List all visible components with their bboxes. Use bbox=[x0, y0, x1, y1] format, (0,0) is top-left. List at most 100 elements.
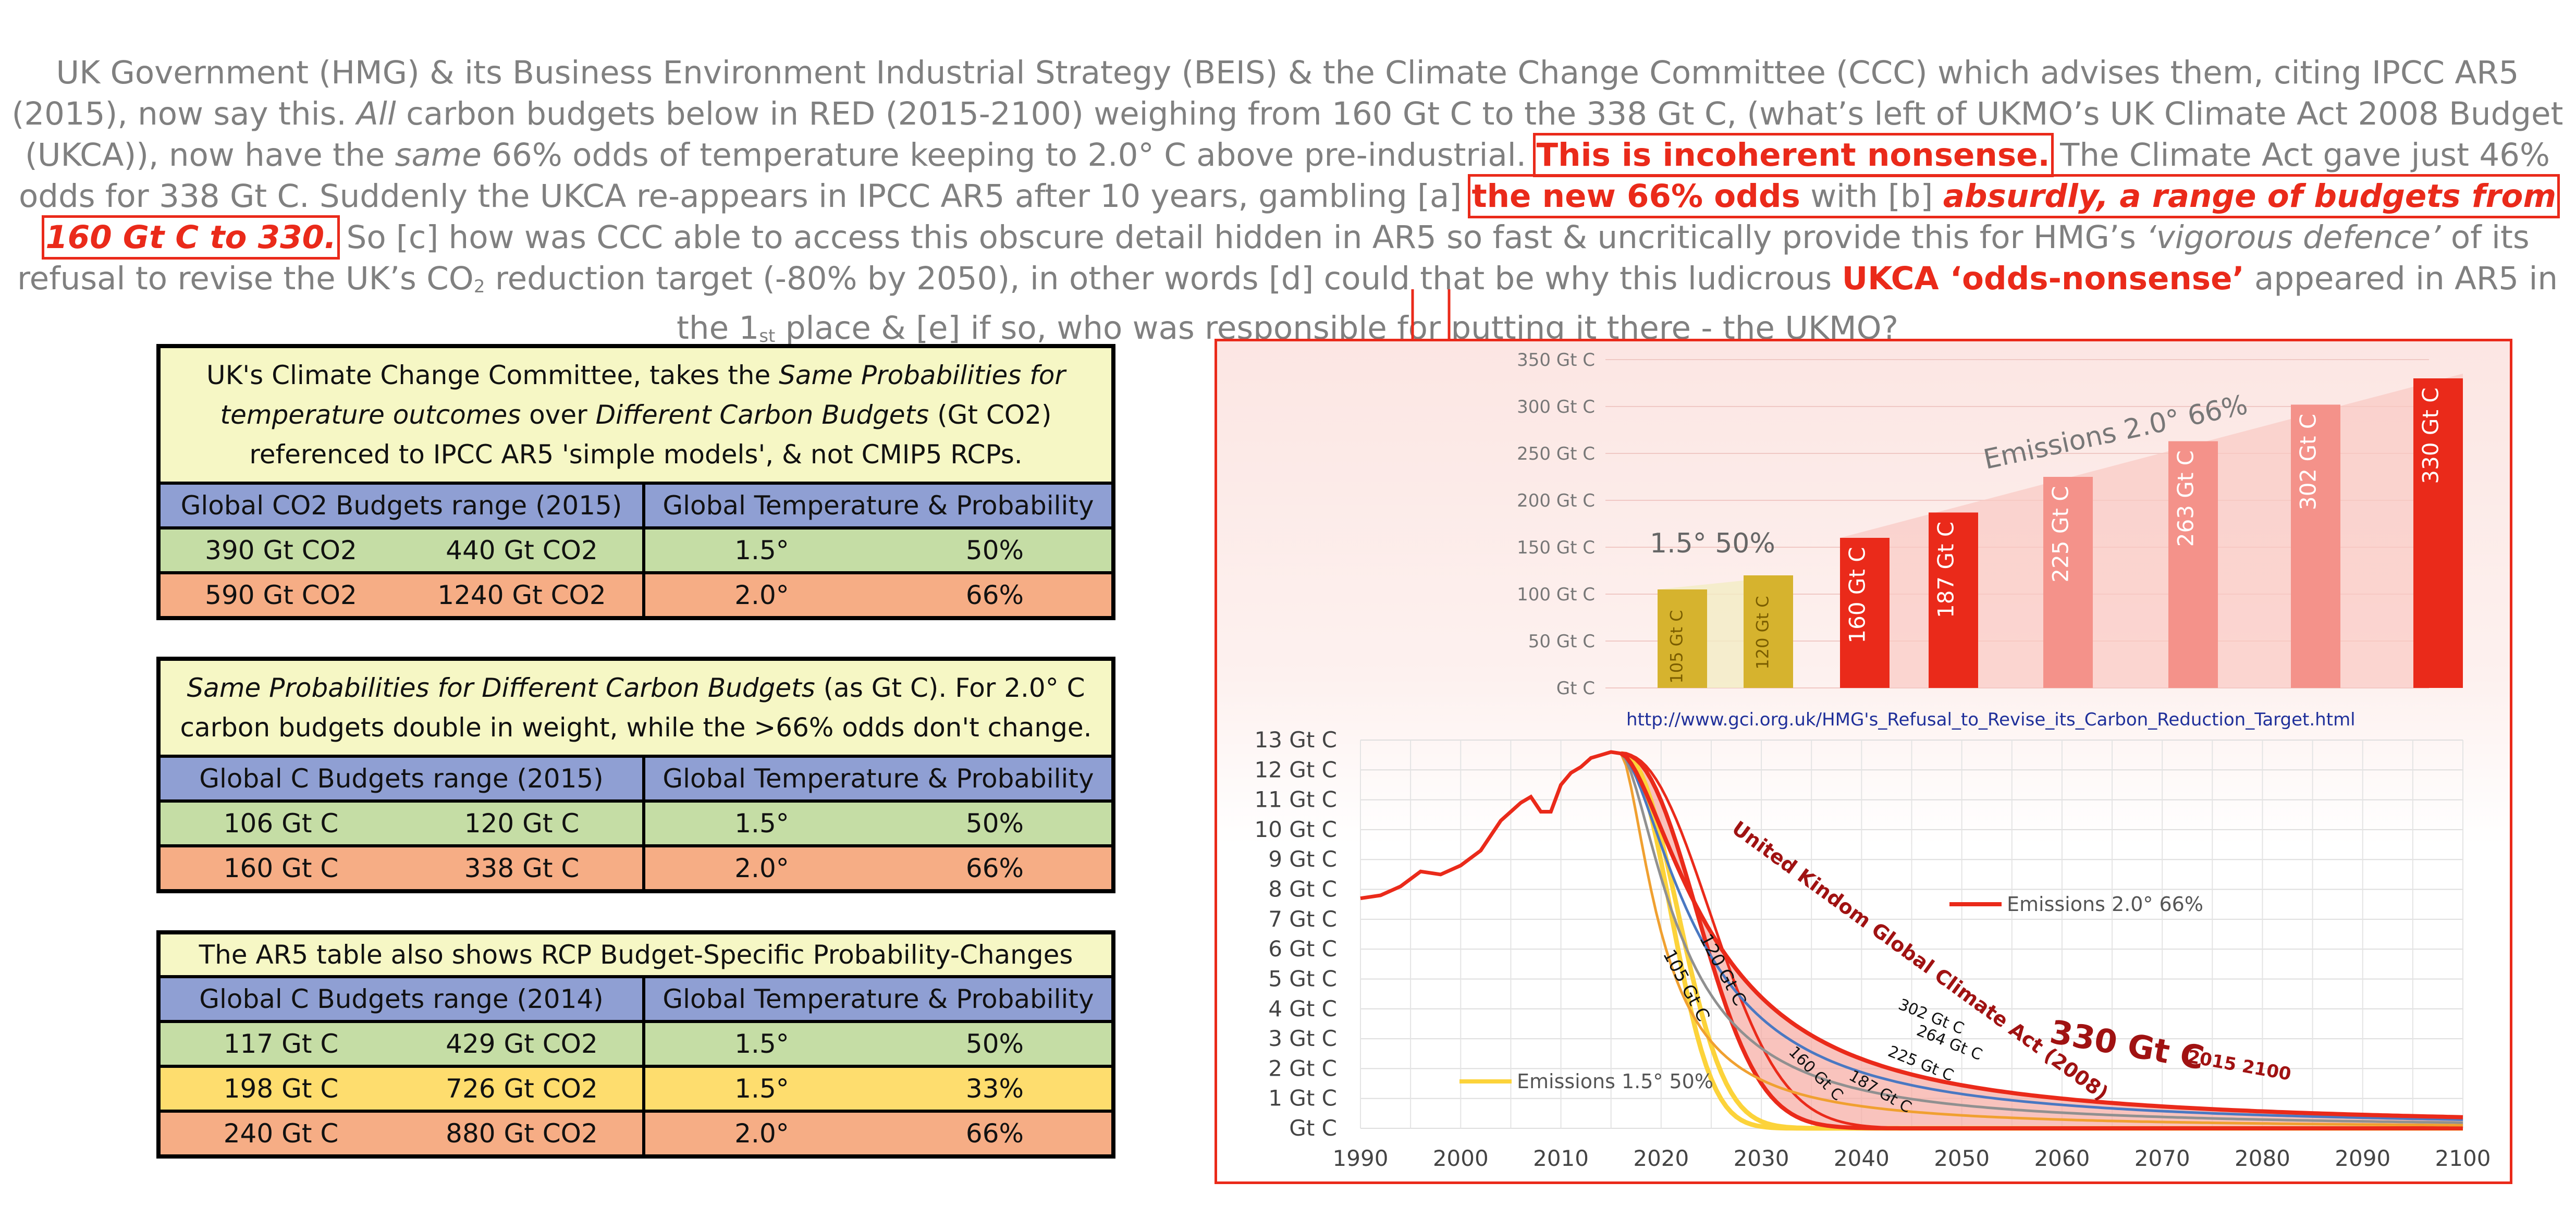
line-x-tick-label: 2100 bbox=[2435, 1146, 2491, 1171]
line-x-tick-label: 2030 bbox=[1734, 1146, 1789, 1171]
table2-caption: Same Probabilities for Different Carbon … bbox=[161, 661, 1111, 758]
table-cell: 2.0° bbox=[734, 853, 789, 883]
bar-value-label: 160 Gt C bbox=[1845, 547, 1870, 643]
table3-header-budgets: Global C Budgets range (2014) bbox=[161, 978, 645, 1020]
table2-cap-a: Same Probabilities for Different Carbon … bbox=[187, 673, 815, 703]
table-row: 390 Gt CO2 440 Gt CO2 1.5° 50% bbox=[161, 530, 1111, 574]
budget-bar-chart: 350 Gt C 300 Gt C 250 Gt C 200 Gt C 150 Gt C… bbox=[1517, 350, 2463, 730]
bar-y-tick-label: Gt C bbox=[1556, 678, 1595, 699]
table-cell: 198 Gt C bbox=[223, 1074, 339, 1104]
bar bbox=[1929, 512, 1978, 688]
table-cell: 1.5° bbox=[734, 808, 789, 839]
line-x-tick-label: 2060 bbox=[2034, 1146, 2090, 1171]
line-y-tick-label: 5 Gt C bbox=[1268, 966, 1337, 991]
table-cell: 1.5° bbox=[734, 1074, 789, 1104]
co2-subscript: 2 bbox=[473, 276, 485, 297]
bar-y-tick-label: 200 Gt C bbox=[1517, 490, 1595, 511]
bar-annotation-low: 1.5° 50% bbox=[1650, 528, 1775, 559]
line-x-tick-label: 2010 bbox=[1533, 1146, 1589, 1171]
table2-cap-b: (as Gt C). For 2.0° C carbon budgets dou… bbox=[180, 673, 1092, 743]
bar-value-label: 263 Gt C bbox=[2173, 450, 2199, 547]
table-cell: 440 Gt CO2 bbox=[446, 535, 598, 565]
table-cell: 726 Gt CO2 bbox=[446, 1074, 598, 1104]
table3-header-temperature: Global Temperature & Probability bbox=[663, 984, 1094, 1014]
table-row: 198 Gt C 726 Gt CO2 1.5° 33% bbox=[161, 1068, 1111, 1113]
table-cell: 1.5° bbox=[734, 535, 789, 565]
bar bbox=[1840, 538, 1890, 688]
bar-value-label: 105 Gt C bbox=[1667, 610, 1687, 683]
climate-act-years: 2015 2100 bbox=[2186, 1046, 2292, 1085]
bar bbox=[2043, 477, 2093, 688]
line-x-tick-label: 2040 bbox=[1834, 1146, 1890, 1171]
table2-header-row: Global C Budgets range (2015) Global Tem… bbox=[161, 758, 1111, 803]
intro-text-5: with [b] bbox=[1810, 178, 1933, 215]
line-y-tick-label: Gt C bbox=[1289, 1115, 1337, 1141]
intro-text-7: of its refusal to revise the UK’s CO bbox=[17, 219, 2530, 297]
table1-header-temperature: Global Temperature & Probability bbox=[663, 490, 1094, 521]
bar bbox=[2168, 441, 2218, 688]
table-cell: 240 Gt C bbox=[223, 1118, 339, 1149]
ccc-co2-budgets-table: UK's Climate Change Committee, takes the… bbox=[156, 344, 1115, 620]
line-y-tick-label: 6 Gt C bbox=[1268, 936, 1337, 962]
vigorous-defence-quote: ‘vigorous defence’ bbox=[2146, 219, 2441, 256]
table-cell: 1240 Gt CO2 bbox=[437, 580, 606, 610]
table-row: 590 Gt CO2 1240 Gt CO2 2.0° 66% bbox=[161, 574, 1111, 616]
line-y-tick-label: 11 Gt C bbox=[1255, 787, 1337, 812]
bar-y-tick-label: 100 Gt C bbox=[1517, 584, 1595, 605]
line-x-tick-label: 2070 bbox=[2135, 1146, 2190, 1171]
bar bbox=[1658, 589, 1707, 688]
table1-caption: UK's Climate Change Committee, takes the… bbox=[161, 348, 1111, 485]
table-cell: 2.0° bbox=[734, 580, 789, 610]
table-cell: 33% bbox=[965, 1074, 1024, 1104]
first-subscript: st bbox=[759, 326, 776, 347]
bar-value-label: 187 Gt C bbox=[1933, 522, 1959, 618]
table-cell: 390 Gt CO2 bbox=[205, 535, 357, 565]
bar-y-tick-label: 150 Gt C bbox=[1517, 537, 1595, 558]
table-cell: 590 Gt CO2 bbox=[205, 580, 357, 610]
bar-value-label: 302 Gt C bbox=[2296, 414, 2321, 510]
intro-text-9: appeared in AR5 in the 1 bbox=[677, 260, 2558, 347]
ar5-rcp-budgets-table: The AR5 table also shows RCP Budget-Spec… bbox=[156, 930, 1115, 1159]
bar bbox=[2291, 404, 2340, 688]
table1-cap-d: Different Carbon Budgets bbox=[595, 400, 929, 430]
table-cell: 66% bbox=[965, 1118, 1024, 1149]
table-row: 117 Gt C 429 Gt CO2 1.5° 50% bbox=[161, 1023, 1111, 1068]
line-y-tick-label: 13 Gt C bbox=[1255, 727, 1337, 753]
table-cell: 120 Gt C bbox=[464, 808, 580, 839]
line-y-tick-label: 7 Gt C bbox=[1268, 906, 1337, 932]
bar-y-tick-label: 300 Gt C bbox=[1517, 397, 1595, 417]
table-cell: 66% bbox=[965, 580, 1024, 610]
table-cell: 66% bbox=[965, 853, 1024, 883]
table1-cap-e: (Gt CO2) referenced to IPCC AR5 'simple … bbox=[249, 400, 1052, 470]
pathway-line bbox=[1620, 752, 2463, 1119]
table1-cap-b: Same Probabilities for temperature outco… bbox=[220, 360, 1065, 430]
legend-label-2c: Emissions 2.0° 66% bbox=[2007, 893, 2203, 916]
line-y-tick-label: 1 Gt C bbox=[1268, 1086, 1337, 1111]
table-cell: 429 Gt CO2 bbox=[446, 1029, 598, 1059]
bar bbox=[1744, 575, 1793, 688]
table1-header-budgets: Global CO2 Budgets range (2015) bbox=[161, 485, 645, 526]
line-y-tick-label: 9 Gt C bbox=[1268, 846, 1337, 872]
table-cell: 50% bbox=[965, 535, 1024, 565]
intro-text-8: reduction target (-80% by 2050), in othe… bbox=[495, 260, 1832, 297]
table2-header-temperature: Global Temperature & Probability bbox=[663, 764, 1094, 794]
line-y-tick-label: 3 Gt C bbox=[1268, 1026, 1337, 1051]
bar-value-label: 330 Gt C bbox=[2418, 387, 2444, 484]
table-row: 106 Gt C 120 Gt C 1.5° 50% bbox=[161, 803, 1111, 847]
line-y-tick-label: 4 Gt C bbox=[1268, 996, 1337, 1021]
table-cell: 106 Gt C bbox=[223, 808, 339, 839]
table-cell: 160 Gt C bbox=[223, 853, 339, 883]
table3-header-row: Global C Budgets range (2014) Global Tem… bbox=[161, 978, 1111, 1023]
bar-y-tick-label: 50 Gt C bbox=[1528, 631, 1595, 652]
absurd-range-callout: absurdly, a range of budgets from 160 Gt… bbox=[45, 178, 2557, 256]
table1-cap-a: UK's Climate Change Committee, takes the bbox=[206, 360, 771, 390]
line-x-tick-label: 1990 bbox=[1333, 1146, 1389, 1171]
intro-text-1: UK Government (HMG) & its Business Envir… bbox=[11, 54, 2519, 132]
bar-value-label: 225 Gt C bbox=[2048, 486, 2074, 582]
bar-y-tick-label: 350 Gt C bbox=[1517, 350, 1595, 371]
table1-cap-c: over bbox=[529, 400, 587, 430]
table-cell: 50% bbox=[965, 808, 1024, 839]
table-cell: 1.5° bbox=[734, 1029, 789, 1059]
emissions-line-chart: 13 Gt C 12 Gt C 11 Gt C 10 Gt C 9 Gt C 8 Gt C… bbox=[1255, 727, 2491, 1171]
